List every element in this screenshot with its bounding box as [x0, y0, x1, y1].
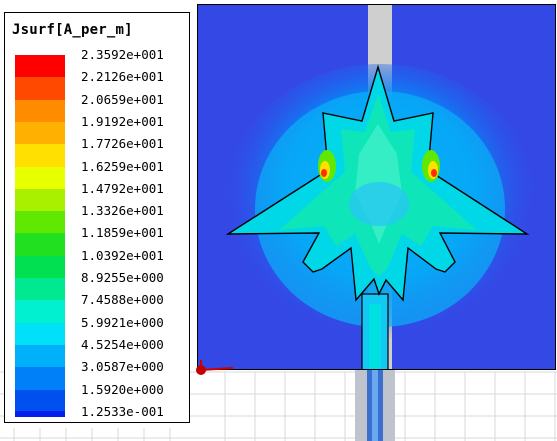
legend-swatch: [15, 344, 65, 368]
legend-swatch: [15, 77, 65, 100]
color-legend: Jsurf[A_per_m] 2.3592e+001 2.2126e+001 2.0…: [4, 12, 190, 423]
legend-swatch: [15, 367, 65, 390]
patch-center-lightblue: [349, 182, 409, 226]
legend-label: 4.5254e+000: [81, 336, 164, 352]
legend-swatch: [15, 300, 65, 323]
legend-label: 1.4792e+001: [81, 180, 164, 196]
hotspot-left-peak: [321, 169, 327, 177]
legend-label: 2.0659e+001: [81, 91, 164, 107]
legend-swatch: [15, 121, 65, 145]
legend-swatch: [15, 278, 65, 301]
substrate-outline: [197, 4, 556, 370]
legend-label: 1.2533e-001: [81, 403, 164, 419]
legend-label: 2.2126e+001: [81, 69, 164, 85]
hotspot-right-peak: [431, 169, 437, 177]
legend-swatch: [15, 55, 65, 78]
legend-label: 3.0587e+000: [81, 359, 164, 375]
legend-label: 1.5920e+000: [81, 381, 164, 397]
legend-swatch: [15, 322, 65, 346]
feed-line-core: [369, 304, 381, 370]
legend-label: 1.3326e+001: [81, 203, 164, 219]
legend-swatch: [15, 166, 65, 189]
legend-title: Jsurf[A_per_m]: [12, 22, 133, 38]
legend-label: 2.3592e+001: [81, 47, 164, 62]
legend-label: 1.6259e+001: [81, 158, 164, 174]
axis-triad-icon: [196, 360, 234, 375]
legend-label: 5.9921e+000: [81, 314, 164, 330]
legend-label: 1.9192e+001: [81, 113, 164, 129]
legend-swatch: [15, 255, 65, 279]
port-strip: [355, 370, 395, 441]
legend-label: 7.4588e+000: [81, 292, 164, 308]
legend-swatch: [15, 389, 65, 412]
legend-swatch: [15, 188, 65, 212]
legend-swatch: [15, 211, 65, 234]
legend-swatch: [15, 233, 65, 256]
current-density-plot[interactable]: [197, 4, 556, 370]
legend-swatch: [15, 411, 65, 418]
legend-swatch: [15, 99, 65, 123]
legend-label: 1.1859e+001: [81, 225, 164, 241]
legend-swatch: [15, 144, 65, 167]
legend-label: 8.9255e+000: [81, 270, 164, 285]
legend-label: 1.7726e+001: [81, 136, 164, 152]
legend-label: 1.0392e+001: [81, 247, 164, 263]
